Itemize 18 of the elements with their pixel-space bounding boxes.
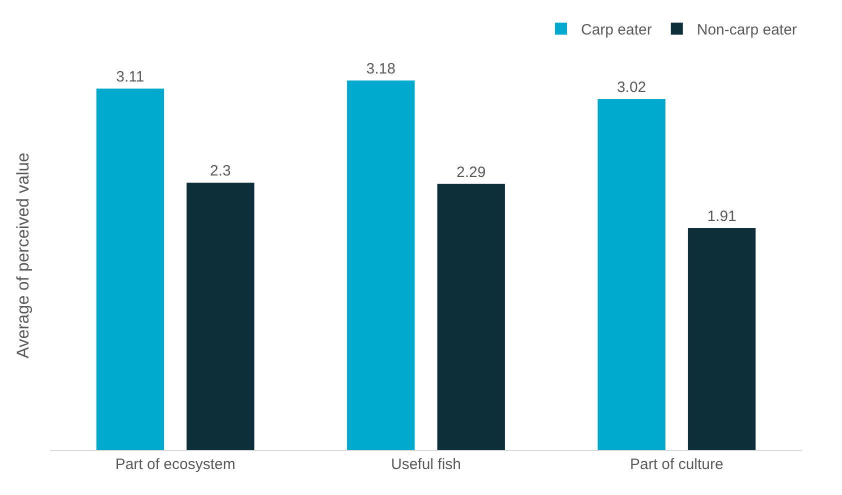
bar	[186, 182, 254, 450]
data-label: 1.91	[707, 208, 736, 226]
x-tick-label: Useful fish	[390, 456, 462, 473]
data-label: 2.29	[456, 164, 486, 181]
bar	[437, 184, 505, 450]
bar	[96, 88, 164, 450]
data-label: 2.3	[210, 162, 231, 180]
bar	[598, 99, 666, 450]
data-label: 3.11	[116, 68, 144, 86]
bar	[688, 228, 756, 450]
legend-label: Carp eater	[581, 22, 652, 39]
legend-label: Non-carp eater	[696, 22, 797, 39]
y-axis-title: Average of perceived value	[14, 152, 33, 358]
x-tick-label: Part of culture	[630, 456, 724, 473]
bar	[347, 80, 415, 450]
data-label: 3.18	[366, 60, 396, 78]
data-label: 3.02	[616, 79, 646, 96]
x-tick-label: Part of ecosystem	[115, 456, 236, 473]
